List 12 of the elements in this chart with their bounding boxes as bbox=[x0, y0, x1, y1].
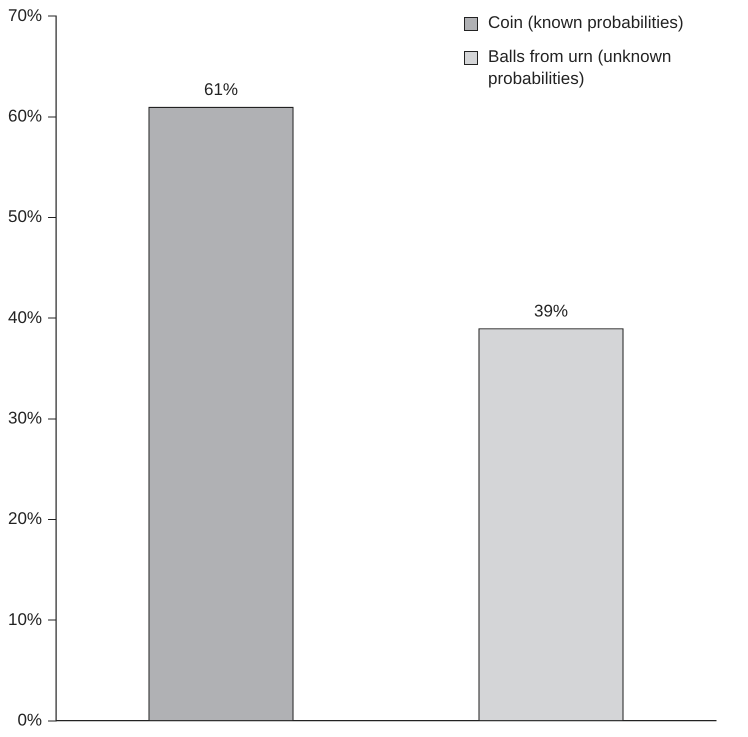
y-tick-label: 10% bbox=[8, 610, 42, 629]
data-label: 39% bbox=[534, 301, 568, 320]
y-tick-label: 30% bbox=[8, 408, 42, 428]
legend-label: Balls from urn (unknown probabilities) bbox=[488, 46, 672, 90]
y-tick-label: 40% bbox=[8, 308, 42, 327]
y-tick-label: 70% bbox=[8, 6, 42, 25]
legend-label: Coin (known probabilities) bbox=[488, 12, 684, 34]
data-label: 61% bbox=[204, 80, 238, 99]
y-tick-label: 60% bbox=[8, 106, 42, 126]
y-tick-label: 0% bbox=[17, 710, 42, 730]
y-tick-label: 20% bbox=[8, 509, 42, 528]
y-tick-label: 50% bbox=[8, 207, 42, 226]
